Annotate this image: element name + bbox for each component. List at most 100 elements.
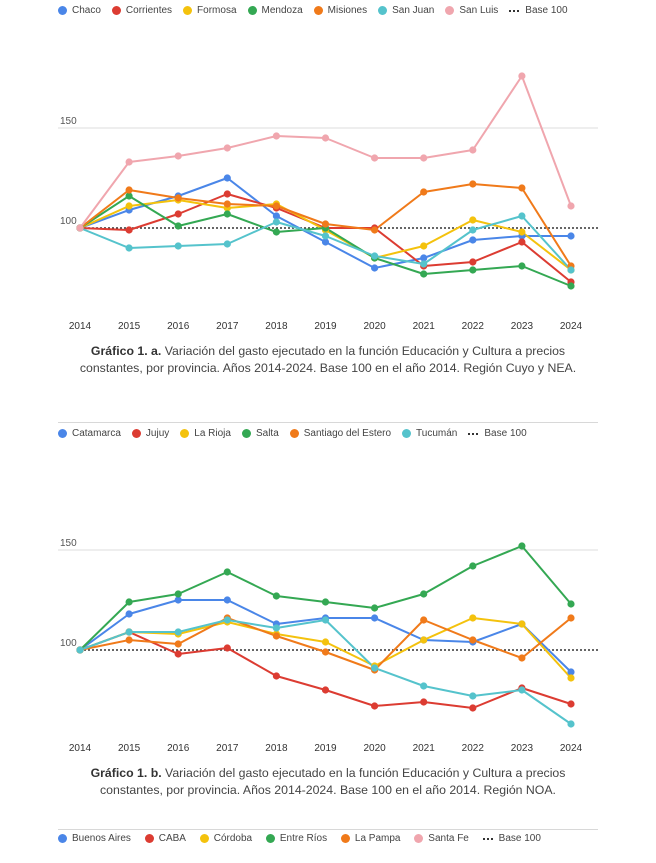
data-point-formosa: [469, 216, 477, 224]
data-point-san-luis: [518, 72, 526, 80]
data-point-tucuman: [223, 616, 231, 624]
data-point-san-juan: [469, 226, 477, 234]
data-point-san-luis: [223, 144, 231, 152]
data-point-salta: [420, 590, 428, 598]
data-point-chaco: [567, 232, 575, 240]
y-tick-label: 150: [60, 538, 77, 549]
legend-dot: [58, 834, 67, 843]
data-point-santiago-del-estero: [125, 636, 133, 644]
legend-dash: [482, 834, 493, 843]
data-point-chaco: [223, 174, 231, 182]
x-tick-label: 2020: [363, 743, 386, 754]
legend-dash: [509, 6, 520, 15]
legend-dot: [58, 6, 67, 15]
data-point-san-luis: [567, 202, 575, 210]
legend-dot: [111, 6, 121, 15]
data-point-tucuman: [272, 624, 280, 632]
data-point-salta: [567, 600, 575, 608]
x-tick-label: 2023: [511, 743, 534, 754]
data-point-chaco: [272, 212, 280, 220]
chart-b-caption: Gráfico 1. b. Variación del gasto ejecut…: [70, 765, 586, 799]
legend-item-entre-rios: Entre Ríos: [265, 833, 327, 844]
data-point-san-luis: [125, 158, 133, 166]
data-point-santiago-del-estero: [174, 640, 182, 648]
data-point-catamarca: [567, 668, 575, 676]
data-point-tucuman: [420, 682, 428, 690]
legend-label: Tucumán: [416, 428, 458, 439]
data-point-san-luis: [321, 134, 330, 142]
data-point-san-juan: [518, 212, 526, 220]
data-point-tucuman: [76, 646, 84, 654]
data-point-salta: [518, 542, 526, 550]
legend-dot: [58, 429, 67, 438]
data-point-misiones: [321, 220, 330, 228]
series-line-catamarca: [79, 599, 572, 673]
legend-dot: [180, 429, 190, 438]
legend-dot: [144, 834, 154, 843]
data-point-san-juan: [272, 218, 280, 226]
legend-dot: [313, 6, 323, 15]
x-tick-label: 2022: [462, 321, 485, 332]
data-point-tucuman: [518, 686, 526, 694]
data-point-misiones: [223, 200, 231, 208]
legend-item-formosa: Formosa: [183, 5, 237, 16]
x-tick-label: 2023: [511, 321, 534, 332]
data-point-formosa: [518, 228, 526, 236]
legend-item-buenos-aires: Buenos Aires: [58, 833, 131, 844]
legend-item-base-100: Base 100: [482, 833, 541, 844]
legend-item-tucuman: Tucumán: [402, 428, 457, 439]
x-tick-label: 2021: [413, 321, 436, 332]
data-point-misiones: [469, 180, 477, 188]
data-point-la-rioja: [321, 638, 330, 646]
legend-label: Misiones: [327, 5, 368, 16]
data-point-jujuy: [174, 650, 182, 658]
data-point-misiones: [125, 186, 133, 194]
legend-dot: [247, 6, 257, 15]
legend-dot: [241, 429, 251, 438]
legend-item-santa-fe: Santa Fe: [414, 833, 469, 844]
data-point-jujuy: [272, 672, 280, 680]
data-point-chaco: [371, 264, 379, 272]
data-point-la-rioja: [420, 636, 428, 644]
series-line-san-luis: [79, 75, 572, 229]
legend-dot: [402, 429, 412, 438]
data-point-corrientes: [518, 238, 526, 246]
data-point-mendoza: [469, 266, 477, 274]
data-point-san-luis: [371, 154, 379, 162]
legend-label: San Juan: [392, 5, 435, 16]
data-point-salta: [321, 598, 330, 606]
data-point-san-juan: [321, 232, 330, 240]
data-point-san-luis: [174, 152, 182, 160]
data-point-formosa: [420, 242, 428, 250]
legend-dot: [183, 6, 193, 15]
chart-b-legend: Catamarca Jujuy La Rioja Salta Santiago del …: [58, 428, 598, 446]
bottom-legend: Buenos Aires CABA Córdoba Entre Ríos La …: [58, 833, 598, 851]
x-tick-label: 2014: [69, 743, 92, 754]
legend-label: Chaco: [72, 5, 101, 16]
data-point-mendoza: [567, 282, 575, 290]
legend-item-san-luis: San Luis: [445, 5, 498, 16]
data-point-san-luis: [272, 132, 280, 140]
legend-label: Formosa: [197, 5, 237, 16]
data-point-corrientes: [125, 226, 133, 234]
data-point-misiones: [371, 226, 379, 234]
x-tick-label: 2017: [216, 321, 239, 332]
data-point-chaco: [420, 254, 428, 262]
data-point-san-juan: [125, 244, 133, 252]
chart-b-panel: Catamarca Jujuy La Rioja Salta Santiago del …: [0, 422, 656, 802]
x-tick-label: 2016: [167, 321, 190, 332]
legend-item-base-100: Base 100: [509, 5, 568, 16]
y-tick-label: 100: [60, 216, 77, 227]
legend-item-caba: CABA: [144, 833, 186, 844]
legend-label: Santiago del Estero: [303, 428, 392, 439]
data-point-san-luis: [420, 154, 428, 162]
legend-dot: [265, 834, 275, 843]
data-point-jujuy: [567, 700, 575, 708]
x-tick-label: 2019: [314, 743, 337, 754]
chart-b-caption-text: Variación del gasto ejecutado en la func…: [100, 766, 566, 797]
y-tick-label: 100: [60, 638, 77, 649]
legend-dot: [199, 834, 209, 843]
data-point-san-luis: [76, 224, 84, 232]
legend-label: Salta: [255, 428, 279, 439]
data-point-catamarca: [125, 610, 133, 618]
